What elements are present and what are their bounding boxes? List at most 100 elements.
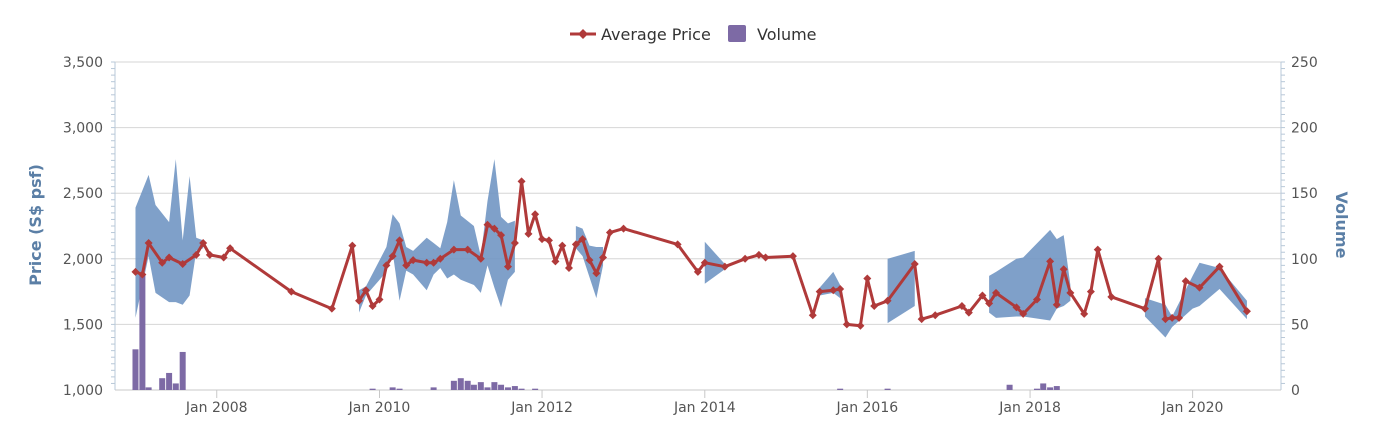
- volume-bar: [132, 349, 139, 390]
- price-point-marker: [138, 270, 147, 279]
- price-point-marker: [910, 260, 919, 269]
- legend-square-swatch: [728, 25, 746, 42]
- price-point-marker: [985, 299, 994, 308]
- price-point-marker: [564, 263, 573, 272]
- price-point-marker: [605, 228, 614, 237]
- volume-bar: [172, 383, 179, 390]
- price-point-marker: [327, 304, 336, 313]
- price-point-marker: [463, 245, 472, 254]
- price-point-marker: [964, 308, 973, 317]
- price-range-band: [887, 250, 915, 324]
- price-point-marker: [815, 287, 824, 296]
- volume-bar: [166, 372, 173, 390]
- price-point-marker: [842, 320, 851, 329]
- price-point-marker: [700, 258, 709, 267]
- volume-bar: [450, 380, 457, 390]
- price-point-marker: [388, 252, 397, 261]
- price-range-band: [704, 241, 725, 284]
- y-axis-right-title: Volume: [1332, 192, 1351, 259]
- x-tick-label: Jan 2020: [1161, 400, 1224, 416]
- price-point-marker: [192, 250, 201, 259]
- price-point-marker: [544, 236, 553, 245]
- volume-bar: [464, 380, 471, 390]
- price-point-marker: [483, 220, 492, 229]
- price-point-marker: [1019, 309, 1028, 318]
- legend-item-volume[interactable]: Volume: [728, 25, 817, 44]
- price-point-marker: [538, 235, 547, 244]
- legend: Average Price Volume: [570, 25, 817, 44]
- price-point-marker: [375, 295, 384, 304]
- range-band-layer: [135, 159, 1247, 338]
- price-point-marker: [395, 236, 404, 245]
- price-point-marker: [551, 257, 560, 266]
- price-point-marker: [422, 258, 431, 267]
- price-point-marker: [673, 240, 682, 249]
- volume-bar: [396, 388, 403, 390]
- price-point-marker: [287, 287, 296, 296]
- price-point-marker: [1154, 254, 1163, 263]
- price-point-marker: [1195, 283, 1204, 292]
- x-tick-label: Jan 2010: [348, 400, 411, 416]
- price-range-band: [359, 159, 515, 313]
- price-range-band: [819, 271, 841, 299]
- price-point-marker: [592, 269, 601, 278]
- price-line-layer: [131, 177, 1251, 330]
- price-point-marker: [476, 254, 485, 263]
- volume-bar-layer: [132, 274, 1060, 390]
- volume-bar: [179, 351, 186, 390]
- price-range-band: [989, 229, 1071, 321]
- x-tick-label: Jan 2018: [998, 400, 1061, 416]
- y-right-tick-label: 250: [1291, 55, 1318, 71]
- price-point-marker: [199, 239, 208, 248]
- price-point-marker: [808, 311, 817, 320]
- y-right-tick-label: 50: [1291, 317, 1309, 333]
- price-point-marker: [1080, 309, 1089, 318]
- y-left-tick-label: 3,500: [63, 55, 103, 71]
- volume-bar: [504, 387, 511, 390]
- price-point-marker: [1046, 257, 1055, 266]
- legend-item-average-price[interactable]: Average Price: [570, 25, 711, 44]
- price-point-marker: [205, 250, 214, 259]
- price-point-marker: [761, 253, 770, 262]
- price-point-marker: [883, 296, 892, 305]
- price-point-marker: [158, 258, 167, 267]
- price-point-marker: [1140, 304, 1149, 313]
- average-price-line: [134, 179, 1249, 328]
- y-axis-left-title: Price (S$ psf): [26, 164, 45, 286]
- price-point-marker: [829, 286, 838, 295]
- price-point-marker: [931, 311, 940, 320]
- price-point-marker: [226, 244, 235, 253]
- volume-bar: [532, 388, 539, 390]
- legend-label-average-price: Average Price: [601, 25, 711, 44]
- x-tick-label: Jan 2012: [510, 400, 573, 416]
- volume-bar: [470, 384, 477, 390]
- price-point-marker: [558, 241, 567, 250]
- price-point-marker: [1215, 262, 1224, 271]
- price-point-marker: [1066, 288, 1075, 297]
- price-point-marker: [361, 286, 370, 295]
- price-point-marker: [978, 291, 987, 300]
- price-point-marker: [144, 239, 153, 248]
- y-left-tick-label: 2,000: [63, 252, 103, 268]
- volume-bar: [484, 387, 491, 390]
- volume-bar: [837, 388, 844, 390]
- y-right-tick-label: 0: [1291, 383, 1300, 399]
- price-point-marker: [578, 235, 587, 244]
- price-point-marker: [1161, 315, 1170, 324]
- price-point-marker: [382, 261, 391, 270]
- price-point-marker: [1242, 307, 1251, 316]
- volume-bar: [491, 382, 498, 390]
- price-point-marker: [436, 254, 445, 263]
- price-point-marker: [754, 250, 763, 259]
- price-point-marker: [619, 224, 628, 233]
- legend-diamond-marker: [578, 29, 588, 39]
- volume-bar: [498, 384, 505, 390]
- price-point-marker: [165, 253, 174, 262]
- price-point-marker: [517, 177, 526, 186]
- volume-bar: [430, 387, 437, 390]
- price-point-marker: [741, 254, 750, 263]
- price-point-marker: [1093, 245, 1102, 254]
- price-point-marker: [599, 253, 608, 262]
- price-point-marker: [402, 261, 411, 270]
- price-point-marker: [1052, 300, 1061, 309]
